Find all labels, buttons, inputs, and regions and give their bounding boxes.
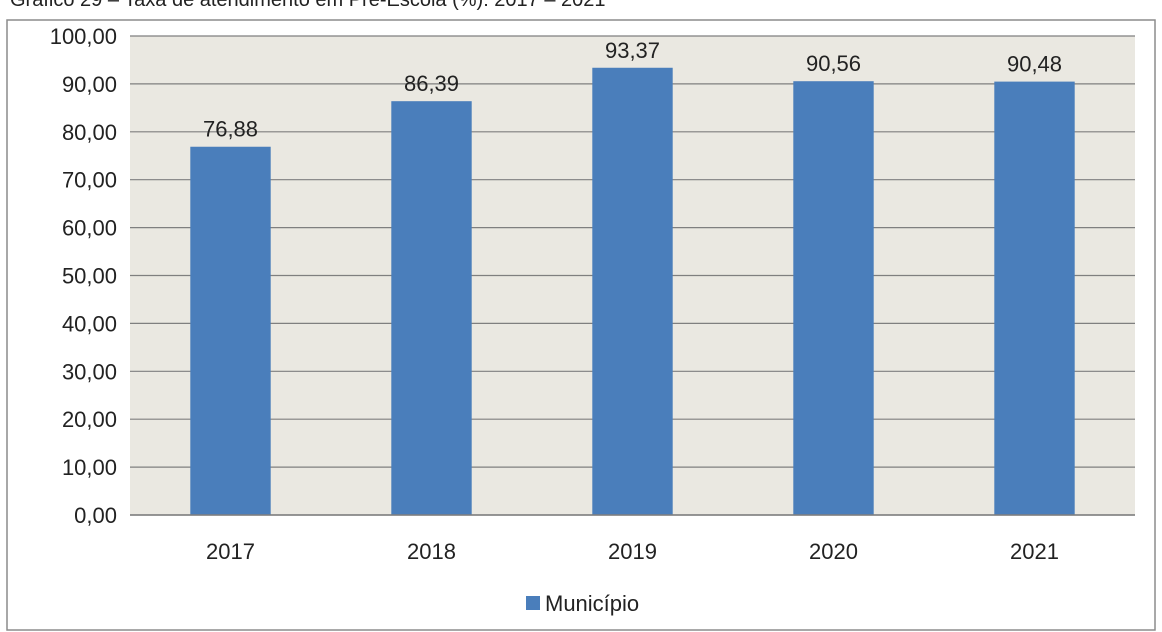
y-tick-label: 40,00 — [62, 311, 117, 336]
x-tick-label-2019: 2019 — [608, 539, 657, 564]
x-tick-label-2021: 2021 — [1010, 539, 1059, 564]
y-tick-label: 0,00 — [74, 503, 117, 528]
bar-2021 — [994, 81, 1075, 515]
bar-2020 — [793, 81, 874, 516]
x-axis: 2017 2018 2019 2020 2021 — [130, 514, 1135, 564]
y-axis: 0,00 10,00 20,00 30,00 40,00 50,00 60,00 70,00 8… — [50, 24, 117, 528]
data-label-2017: 76,88 — [203, 117, 258, 142]
x-tick-label-2017: 2017 — [206, 539, 255, 564]
y-tick-label: 50,00 — [62, 264, 117, 289]
bar-2017 — [190, 146, 271, 515]
y-tick-label: 60,00 — [62, 216, 117, 241]
legend-swatch-municipio — [526, 596, 540, 610]
data-label-2018: 86,39 — [404, 71, 459, 96]
bar-2018 — [391, 101, 472, 516]
y-tick-label: 10,00 — [62, 455, 117, 480]
chart-title: Gráfico 29 – Taxa de atendimento em Pré-… — [10, 0, 606, 11]
y-tick-label: 30,00 — [62, 359, 117, 384]
y-tick-label: 70,00 — [62, 168, 117, 193]
legend-label-municipio: Município — [545, 591, 639, 616]
bars — [190, 67, 1075, 516]
x-tick-label-2020: 2020 — [809, 539, 858, 564]
y-tick-label: 80,00 — [62, 120, 117, 145]
data-label-2021: 90,48 — [1007, 52, 1062, 77]
legend: Município — [526, 591, 639, 616]
data-label-2019: 93,37 — [605, 38, 660, 63]
y-tick-label: 20,00 — [62, 407, 117, 432]
data-labels: 76,88 86,39 93,37 90,56 90,48 — [203, 38, 1062, 142]
x-tick-label-2018: 2018 — [407, 539, 456, 564]
y-tick-label: 100,00 — [50, 24, 117, 49]
data-label-2020: 90,56 — [806, 51, 861, 76]
bar-2019 — [592, 67, 673, 516]
y-tick-label: 90,00 — [62, 72, 117, 97]
